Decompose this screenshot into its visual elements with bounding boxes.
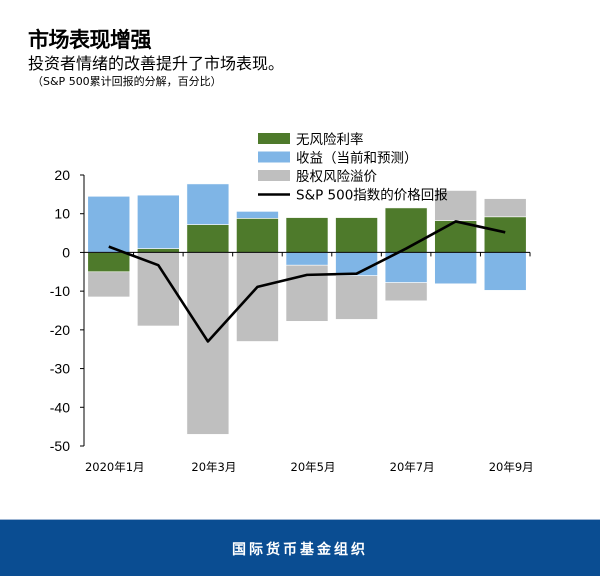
- bar-segment: [88, 252, 130, 271]
- bar-segment: [236, 211, 278, 218]
- x-tick-label: 20年9月: [489, 460, 534, 474]
- x-tick-label: 20年5月: [291, 460, 336, 474]
- legend-label: 无风险利率: [296, 131, 364, 148]
- bar-segment: [484, 252, 526, 290]
- bar-segment: [187, 225, 229, 253]
- bar-segment: [137, 195, 179, 248]
- bar-segment: [236, 252, 278, 341]
- legend-swatch: [258, 152, 290, 163]
- legend-label: S&P 500指数的价格回报: [296, 188, 448, 204]
- y-tick-label: -30: [50, 361, 70, 377]
- y-tick-label: -20: [50, 322, 70, 338]
- y-tick-label: -10: [50, 283, 70, 299]
- bar-segment: [336, 276, 378, 320]
- bar-segment: [137, 249, 179, 253]
- bar-segment: [484, 199, 526, 217]
- y-tick-label: -40: [50, 399, 70, 415]
- bar-segment: [286, 218, 328, 253]
- legend-swatch: [258, 133, 290, 144]
- stacked-bar-chart: 20 10 0 -10 -20 -30 -40 -50 2020年1月 20年3月 20年5月 20年…: [0, 0, 600, 519]
- bar-segment: [236, 218, 278, 252]
- footer-banner: 国际货币基金组织: [0, 519, 600, 576]
- bar-segment: [336, 218, 378, 253]
- x-tick-label: 20年7月: [390, 460, 435, 474]
- bar-segment: [187, 252, 229, 434]
- bar-segment: [385, 283, 427, 301]
- y-tick-label: 10: [54, 206, 70, 222]
- legend-label: 收益（当前和预测）: [296, 150, 418, 167]
- footer-label: 国际货币基金组织: [0, 539, 600, 559]
- bar-segment: [88, 196, 130, 252]
- x-tick-label: 2020年1月: [85, 460, 145, 474]
- y-tick-label: 0: [62, 244, 70, 260]
- bar-segment: [336, 252, 378, 275]
- legend-swatch: [258, 170, 290, 181]
- bar-segment: [385, 208, 427, 253]
- bar-segment: [484, 217, 526, 253]
- x-tick-label: 20年3月: [191, 460, 236, 474]
- bar-segment: [286, 252, 328, 265]
- y-tick-label: -50: [50, 438, 70, 454]
- bar-segment: [88, 272, 130, 297]
- bar-segment: [187, 184, 229, 225]
- bar-segment: [435, 252, 477, 283]
- legend-label: 股权风险溢价: [296, 168, 377, 185]
- y-tick-label: 20: [54, 167, 70, 183]
